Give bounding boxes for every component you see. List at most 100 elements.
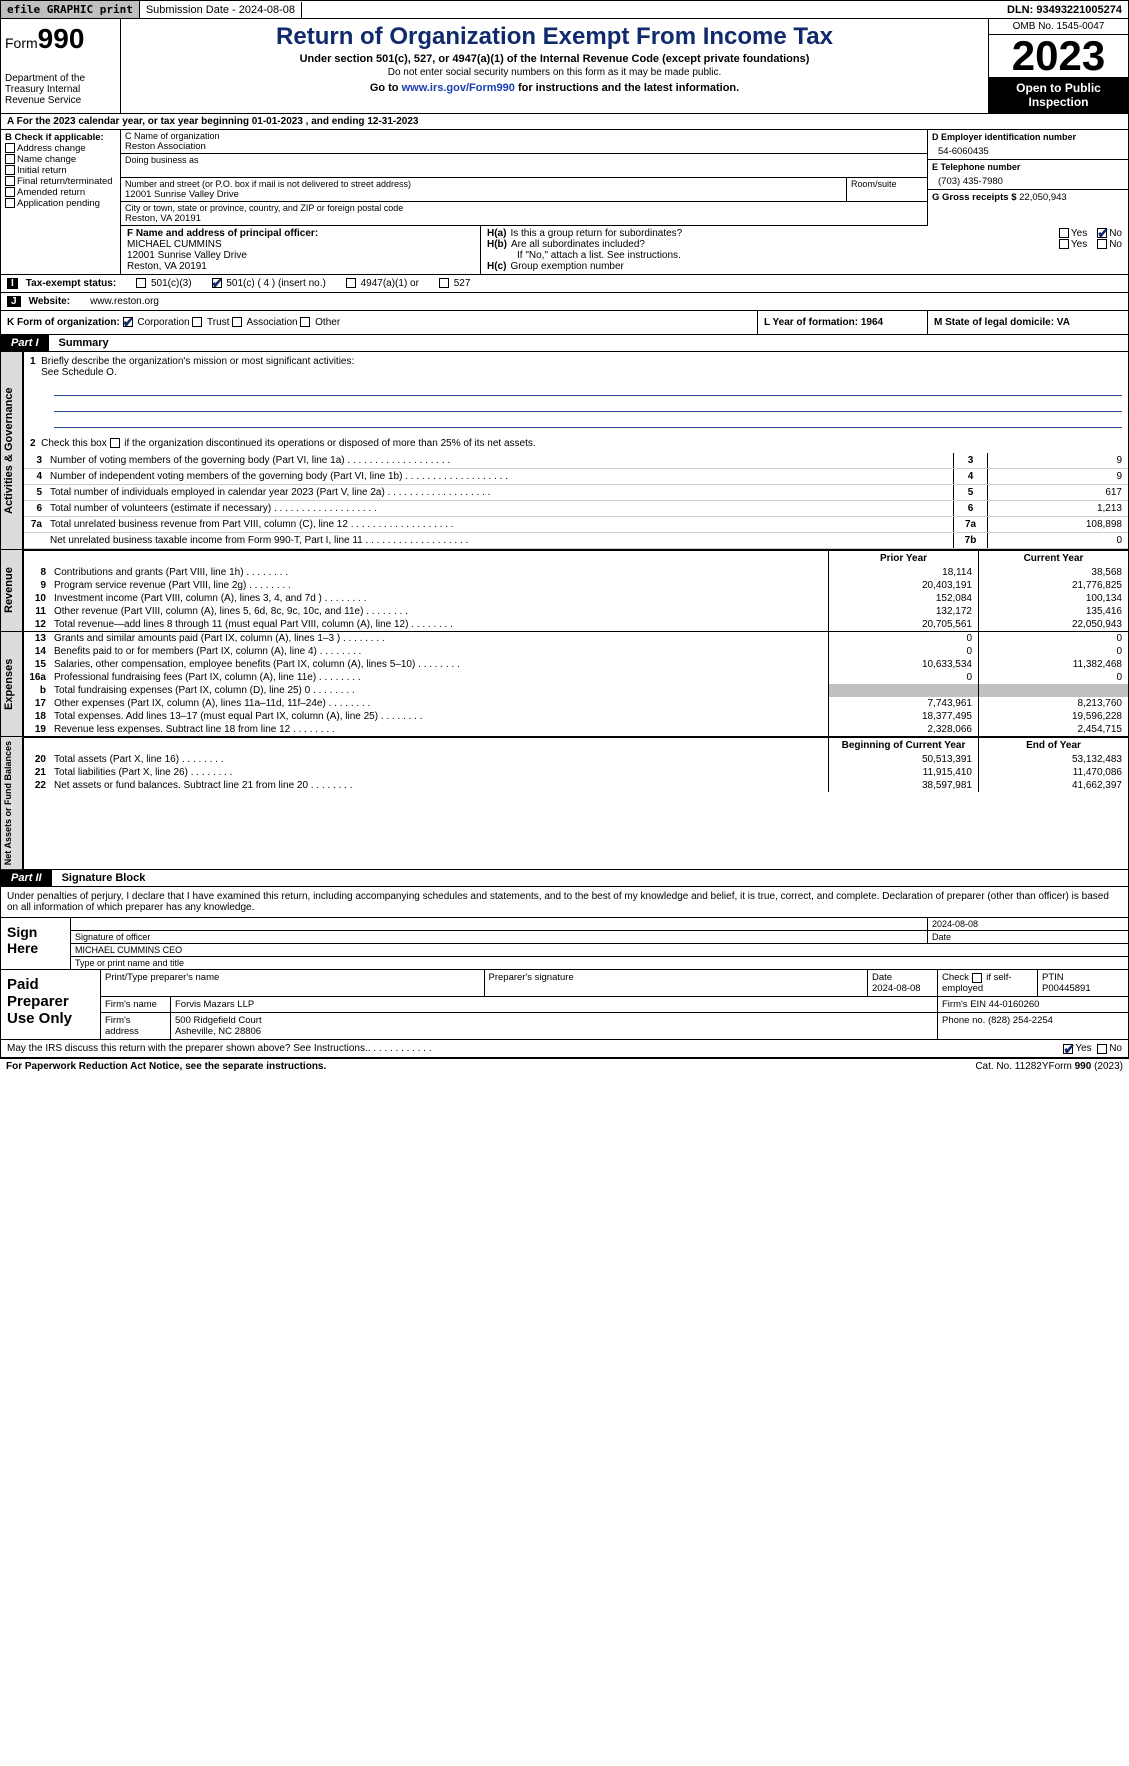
form-org-label: K Form of organization: xyxy=(7,317,120,328)
sign-here-block: Sign Here 2024-08-08 Signature of office… xyxy=(0,918,1129,970)
data-row: bTotal fundraising expenses (Part IX, co… xyxy=(24,684,1128,697)
dba-label: Doing business as xyxy=(125,155,923,165)
data-row: 20Total assets (Part X, line 16) . . . .… xyxy=(24,753,1128,766)
year-formation: L Year of formation: 1964 xyxy=(758,311,928,334)
summary-line: 3Number of voting members of the governi… xyxy=(24,453,1128,469)
vlabel-governance: Activities & Governance xyxy=(1,352,23,549)
dln: DLN: 93493221005274 xyxy=(1001,2,1128,18)
vlabel-expenses: Expenses xyxy=(1,632,23,736)
sig-officer-label: Signature of officer xyxy=(71,931,928,943)
part-2-tag: Part II xyxy=(1,870,52,886)
line-1-text: Briefly describe the organization's miss… xyxy=(41,356,354,367)
chk-address-change[interactable]: Address change xyxy=(5,143,116,154)
line-a: A For the 2023 calendar year, or tax yea… xyxy=(0,114,1129,130)
phone-value: (703) 435-7980 xyxy=(932,172,1124,187)
data-row: 16aProfessional fundraising fees (Part I… xyxy=(24,671,1128,684)
chk-other[interactable]: Other xyxy=(300,317,340,328)
data-row: 17Other expenses (Part IX, column (A), l… xyxy=(24,697,1128,710)
chk-527[interactable]: 527 xyxy=(439,278,470,289)
chk-amended-return[interactable]: Amended return xyxy=(5,187,116,198)
summary-line: Net unrelated business taxable income fr… xyxy=(24,533,1128,549)
row-f-h: F Name and address of principal officer:… xyxy=(0,226,1129,275)
chk-corporation[interactable]: Corporation xyxy=(123,317,190,328)
h-b-note: If "No," attach a list. See instructions… xyxy=(487,250,1122,261)
cat-no: Cat. No. 11282Y xyxy=(975,1061,1048,1072)
page-footer: For Paperwork Reduction Act Notice, see … xyxy=(0,1058,1129,1074)
data-row: 19Revenue less expenses. Subtract line 1… xyxy=(24,723,1128,736)
gross-receipts-label: G Gross receipts $ xyxy=(932,192,1016,203)
ein-value: 54-6060435 xyxy=(932,142,1124,157)
chk-4947[interactable]: 4947(a)(1) or xyxy=(346,278,419,289)
h-b-no[interactable]: No xyxy=(1097,239,1122,250)
website-label: Website: xyxy=(29,296,71,307)
addr-label: Number and street (or P.O. box if mail i… xyxy=(125,179,842,189)
data-row: 10Investment income (Part VIII, column (… xyxy=(24,592,1128,605)
officer-name: MICHAEL CUMMINS xyxy=(127,239,474,250)
chk-discontinued[interactable] xyxy=(110,438,120,448)
chk-initial-return[interactable]: Initial return xyxy=(5,165,116,176)
prep-date-label: Date xyxy=(872,972,892,983)
end-year-header: End of Year xyxy=(978,738,1128,753)
data-row: 14Benefits paid to or for members (Part … xyxy=(24,645,1128,658)
firm-addr1: 500 Ridgefield Court xyxy=(175,1015,262,1026)
vlabel-revenue: Revenue xyxy=(1,550,23,631)
gross-receipts-value: 22,050,943 xyxy=(1019,192,1067,203)
box-d-e-g: D Employer identification number54-60604… xyxy=(928,130,1128,226)
h-a-yes[interactable]: Yes xyxy=(1059,228,1087,239)
city-state-zip: Reston, VA 20191 xyxy=(125,213,923,224)
sign-here-label: Sign Here xyxy=(1,918,71,969)
firm-addr2: Asheville, NC 28806 xyxy=(175,1026,261,1037)
paid-preparer-label: Paid Preparer Use Only xyxy=(1,970,101,1039)
top-bar: efile GRAPHIC print Submission Date - 20… xyxy=(0,0,1129,19)
form-title: Return of Organization Exempt From Incom… xyxy=(131,23,978,51)
summary-line: 7aTotal unrelated business revenue from … xyxy=(24,517,1128,533)
chk-final-return[interactable]: Final return/terminated xyxy=(5,176,116,187)
paperwork-notice: For Paperwork Reduction Act Notice, see … xyxy=(6,1061,975,1072)
chk-trust[interactable]: Trust xyxy=(192,317,229,328)
ein-label: D Employer identification number xyxy=(932,132,1124,142)
mission-line-2 xyxy=(54,398,1122,412)
chk-501c4[interactable]: 501(c) ( 4 ) (insert no.) xyxy=(212,278,326,289)
efile-button[interactable]: efile GRAPHIC print xyxy=(1,1,140,18)
dept-label: Department of the Treasury Internal Reve… xyxy=(5,73,116,106)
sign-date: 2024-08-08 xyxy=(928,918,1128,930)
firm-name-label: Firm's name xyxy=(101,997,171,1012)
submission-date: Submission Date - 2024-08-08 xyxy=(140,2,302,18)
data-row: 15Salaries, other compensation, employee… xyxy=(24,658,1128,671)
data-row: 22Net assets or fund balances. Subtract … xyxy=(24,779,1128,792)
chk-association[interactable]: Association xyxy=(232,317,297,328)
tax-exempt-row: ITax-exempt status: 501(c)(3) 501(c) ( 4… xyxy=(0,275,1129,293)
form-subtitle: Under section 501(c), 527, or 4947(a)(1)… xyxy=(131,53,978,65)
discuss-yes[interactable]: Yes xyxy=(1063,1043,1091,1054)
data-row: 11Other revenue (Part VIII, column (A), … xyxy=(24,605,1128,618)
chk-name-change[interactable]: Name change xyxy=(5,154,116,165)
website-value[interactable]: www.reston.org xyxy=(90,296,159,307)
chk-application-pending[interactable]: Application pending xyxy=(5,198,116,209)
discuss-no[interactable]: No xyxy=(1097,1043,1122,1054)
instructions-link[interactable]: Go to www.irs.gov/Form990 for instructio… xyxy=(131,82,978,94)
form-header: Form990 Department of the Treasury Inter… xyxy=(0,19,1129,114)
firm-ein: 44-0160260 xyxy=(989,999,1040,1010)
ptin-value: P00445891 xyxy=(1042,983,1091,994)
chk-501c3[interactable]: 501(c)(3) xyxy=(136,278,191,289)
officer-label: F Name and address of principal officer: xyxy=(127,228,318,239)
row-k-l-m: K Form of organization: Corporation Trus… xyxy=(0,311,1129,335)
prep-name-label: Print/Type preparer's name xyxy=(101,970,485,996)
ptin-label: PTIN xyxy=(1042,972,1064,983)
org-name: Reston Association xyxy=(125,141,923,152)
officer-addr1: 12001 Sunrise Valley Drive xyxy=(127,250,474,261)
h-a-no[interactable]: No xyxy=(1097,228,1122,239)
summary-line: 6Total number of volunteers (estimate if… xyxy=(24,501,1128,517)
prep-date: 2024-08-08 xyxy=(872,983,921,994)
website-row: JWebsite: www.reston.org xyxy=(0,293,1129,311)
room-label: Room/suite xyxy=(851,179,923,189)
summary-line: 4Number of independent voting members of… xyxy=(24,469,1128,485)
h-b-yes[interactable]: Yes xyxy=(1059,239,1087,250)
self-employed-check[interactable]: Check if self-employed xyxy=(938,970,1038,996)
street-address: 12001 Sunrise Valley Drive xyxy=(125,189,842,200)
vlabel-net-assets: Net Assets or Fund Balances xyxy=(1,737,23,869)
tax-year: 2023 xyxy=(989,35,1128,77)
open-inspection: Open to Public Inspection xyxy=(989,77,1128,113)
data-row: 21Total liabilities (Part X, line 26) . … xyxy=(24,766,1128,779)
header-boxes: B Check if applicable: Address change Na… xyxy=(0,130,1129,226)
